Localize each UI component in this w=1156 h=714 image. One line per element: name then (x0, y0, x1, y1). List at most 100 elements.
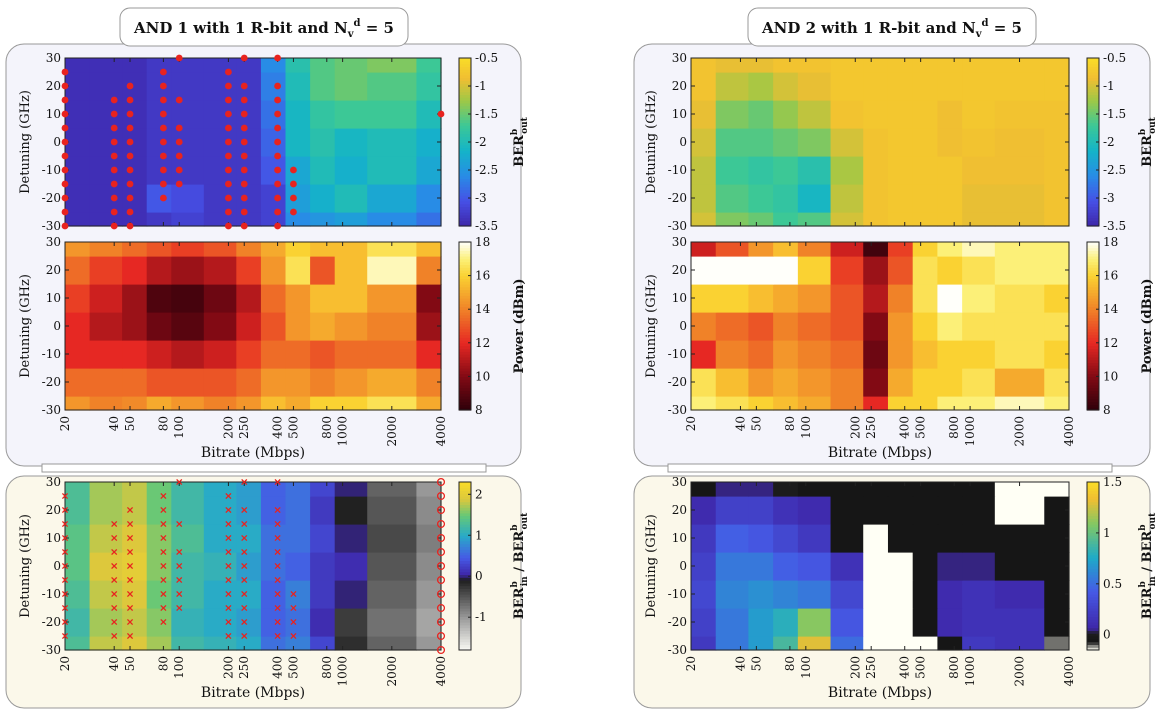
colorbar-swatch (459, 390, 471, 394)
heatmap-cell (887, 184, 914, 213)
heatmap-cell (797, 58, 832, 73)
colorbar-swatch (1087, 261, 1099, 265)
marker-x (126, 590, 134, 598)
heatmap-cell (887, 552, 914, 581)
colorbar-swatch (459, 538, 471, 542)
heatmap-cell (962, 368, 996, 397)
marker-x (126, 604, 134, 612)
colorbar-swatch (1087, 334, 1099, 338)
heatmap-cell (937, 396, 963, 411)
heatmap-cell (367, 212, 418, 227)
y-tick-label: -10 (42, 347, 61, 361)
heatmap-cell (203, 608, 237, 637)
colorbar-swatch (459, 192, 471, 196)
heatmap-cell (962, 396, 996, 411)
marker-x (225, 520, 232, 528)
heatmap-cell (937, 72, 963, 101)
marker-dot (175, 180, 183, 188)
heatmap-cell (203, 58, 237, 73)
heatmap-cell (691, 256, 717, 285)
colorbar-swatch (459, 284, 471, 288)
heatmap-cell (937, 128, 963, 157)
heatmap-cell (146, 156, 172, 185)
heatmap-cell (830, 524, 864, 553)
heatmap-cell (748, 340, 774, 369)
colorbar-swatch (1087, 504, 1099, 508)
colorbar-swatch (459, 546, 471, 550)
colorbar-swatch (459, 571, 471, 575)
colorbar-swatch (459, 376, 471, 380)
x-axis-label: Bitrate (Mbps) (201, 445, 305, 461)
heatmap-cell (691, 482, 717, 497)
heatmap-cell (367, 58, 418, 73)
heatmap-cell (285, 396, 311, 411)
heatmap-cell (691, 242, 717, 257)
heatmap-cell (236, 184, 262, 213)
marker-dot (61, 68, 69, 76)
colorbar-swatch (1087, 114, 1099, 118)
x-axis-label: Bitrate (Mbps) (828, 685, 932, 701)
heatmap-cell (416, 242, 442, 257)
colorbar-swatch (1087, 164, 1099, 168)
marker-dot (61, 124, 69, 132)
heatmap-cell (962, 242, 996, 257)
heatmap-cell (89, 72, 123, 101)
colorbar-swatch (459, 387, 471, 391)
heatmap-cell (691, 524, 717, 553)
heatmap-cell (310, 524, 336, 553)
colorbar-swatch (1087, 627, 1099, 631)
heatmap-cell (122, 552, 148, 581)
colorbar-swatch (1087, 370, 1099, 375)
heatmap-cell (65, 636, 91, 651)
heatmap-cell (122, 608, 148, 637)
colorbar-swatch (1087, 498, 1099, 503)
colorbar-swatch (459, 404, 471, 408)
x-tick-label: 1000 (963, 416, 977, 447)
colorbar-swatch (1087, 622, 1099, 626)
heatmap-cell (962, 212, 996, 227)
marker-dot (274, 138, 281, 146)
colorbar-swatch (459, 116, 471, 121)
colorbar-swatch (1087, 184, 1099, 188)
heatmap-cell (863, 100, 889, 129)
marker-x (160, 534, 167, 542)
colorbar-swatch (1087, 351, 1099, 355)
colorbar-swatch (459, 594, 471, 598)
marker-x (241, 590, 248, 598)
colorbar-swatch (1087, 128, 1099, 132)
marker-dot (126, 96, 134, 104)
colorbar-swatch (459, 624, 471, 629)
colorbar-swatch (1087, 588, 1099, 592)
plot-right-top: -30 -20 -10 0 10 20 30 Detuning (GHz) (644, 51, 1070, 233)
heatmap-cell (994, 496, 1045, 525)
colorbar-swatch (1087, 158, 1099, 163)
marker-circle (436, 575, 446, 585)
colorbar-swatch (459, 153, 471, 157)
x-tick-label: 400 (271, 416, 285, 439)
marker-x (111, 548, 118, 556)
heatmap-cell (937, 312, 963, 341)
marker-x (61, 618, 69, 626)
heatmap-cell (797, 128, 832, 157)
colorbar-swatch (1087, 295, 1099, 299)
heatmap-cell (89, 184, 123, 213)
heatmap-cell (236, 128, 262, 157)
heatmap-cell (367, 156, 418, 185)
heatmap-cell (122, 482, 148, 497)
colorbar-swatch (459, 619, 471, 623)
marker-x (111, 534, 118, 542)
colorbar-swatch (1087, 72, 1099, 76)
colorbar-swatch (459, 223, 471, 227)
heatmap-cell (260, 100, 287, 129)
heatmap-cell (203, 482, 237, 497)
colorbar-swatch (459, 591, 471, 595)
heatmap-cell (797, 72, 832, 101)
colorbar-swatch (1087, 244, 1099, 249)
heatmap-cell (89, 340, 123, 369)
marker-x (274, 506, 281, 514)
colorbar-swatch (1087, 379, 1099, 383)
heatmap-cell (912, 524, 939, 553)
x-tick-label: 400 (271, 656, 285, 679)
heatmap-cell (962, 524, 996, 553)
heatmap-cell (715, 256, 750, 285)
